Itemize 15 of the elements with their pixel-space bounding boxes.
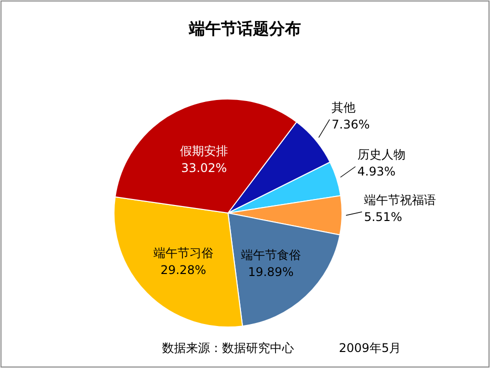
data-label: 29.28%	[160, 263, 206, 278]
chart-title: 端午节话题分布	[188, 19, 301, 38]
slice-label: 端午节祝福语	[364, 192, 436, 207]
data-label: 4.93%	[357, 164, 396, 179]
slice-label: 端午节食俗	[240, 248, 301, 262]
source-note: 数据来源：数据研究中心	[162, 341, 294, 355]
data-label: 5.51%	[364, 210, 402, 224]
data-label: 33.02%	[181, 161, 227, 176]
slice-label: 其他	[332, 100, 356, 114]
text: 2009年5月	[338, 341, 402, 355]
slice-label: 历史人物	[357, 148, 406, 162]
slice-label: 端午节习俗	[153, 246, 214, 260]
data-label: 7.36%	[332, 117, 370, 132]
slice-label: 假期安排	[180, 144, 228, 158]
data-label: 19.89%	[248, 264, 294, 279]
